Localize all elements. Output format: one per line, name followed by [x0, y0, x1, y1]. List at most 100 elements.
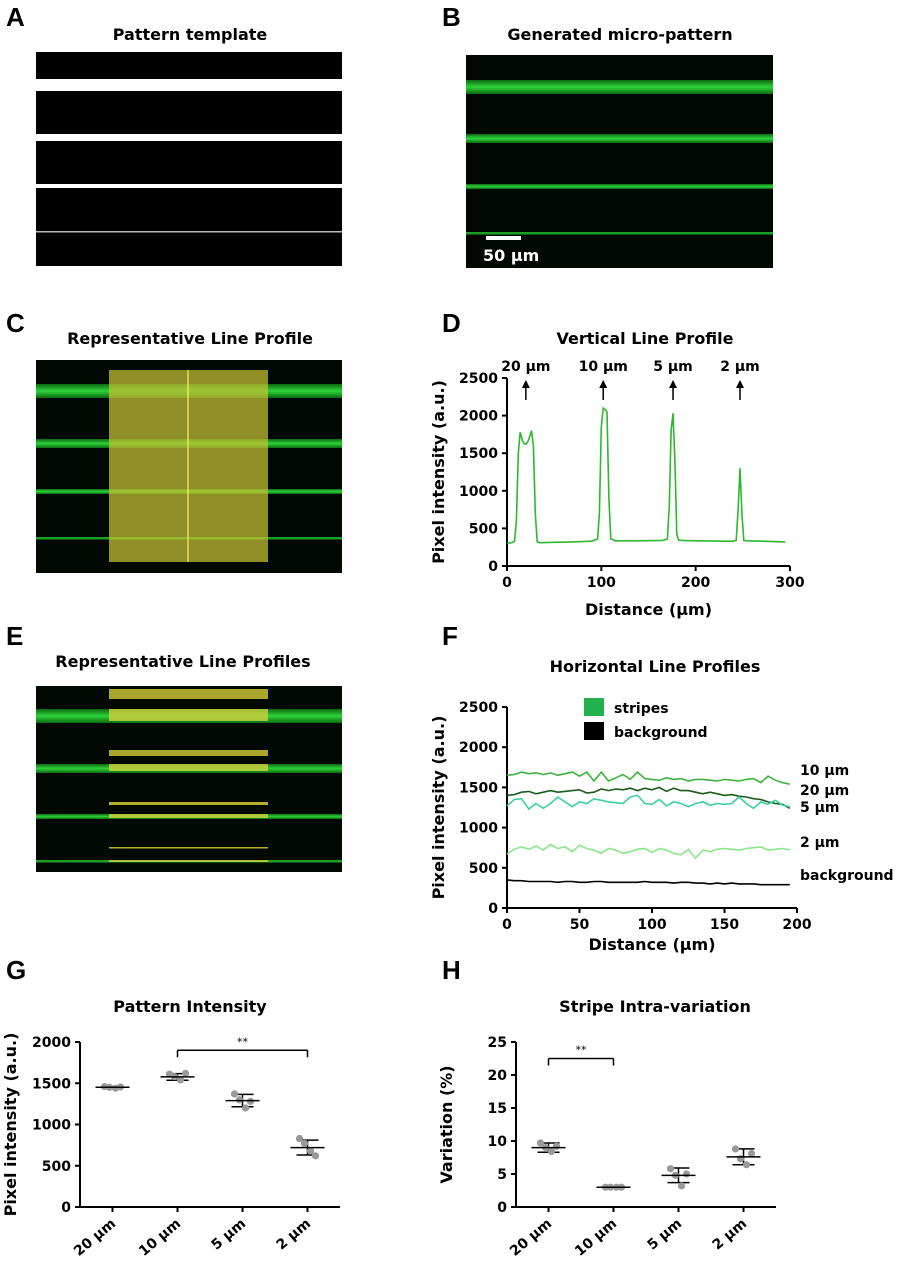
- x-tick-label: 150: [710, 917, 739, 933]
- roi-stripe-2: [109, 860, 268, 862]
- peak-label: 2 µm: [720, 359, 760, 375]
- panel-a-title: Pattern template: [113, 25, 268, 44]
- scale-bar-label: 50 µm: [483, 246, 539, 265]
- roi-stripe-10: [109, 764, 268, 771]
- x-axis-label: Distance (µm): [588, 935, 715, 954]
- y-tick-label: 1500: [459, 446, 498, 462]
- series-line: [506, 794, 790, 811]
- y-tick-label: 500: [469, 861, 498, 877]
- pattern-template-image: [36, 52, 342, 266]
- y-tick-label: 2500: [459, 371, 498, 387]
- vertical-profile-chart: Vertical Line Profile0500100015002000250…: [429, 329, 805, 619]
- data-point: [742, 1161, 751, 1169]
- x-axis-label: Distance (µm): [585, 600, 712, 619]
- data-point: [300, 1139, 309, 1148]
- significance-label: **: [237, 1035, 249, 1048]
- peak-arrow-head: [736, 380, 745, 388]
- y-tick-label: 500: [469, 521, 498, 537]
- pattern-stripe-5: [466, 184, 773, 189]
- roi-bg-10: [109, 750, 268, 756]
- legend-swatch: [584, 722, 604, 740]
- data-point: [552, 1142, 561, 1150]
- roi-stripe-20: [109, 709, 268, 721]
- micro-pattern-image: 50 µm: [466, 55, 773, 268]
- x-tick-label: 5 µm: [645, 1216, 686, 1254]
- y-tick-label: 1000: [459, 484, 498, 500]
- line-profile-image: [36, 360, 342, 573]
- peak-label: 5 µm: [653, 359, 693, 375]
- x-tick-label: 2 µm: [710, 1216, 751, 1254]
- x-tick-label: 0: [502, 917, 512, 933]
- series-line: [506, 843, 790, 860]
- y-tick-label: 0: [488, 559, 498, 575]
- template-stripe-5: [36, 184, 342, 188]
- y-tick-label: 1500: [32, 1076, 71, 1092]
- chart-title: Pattern Intensity: [113, 997, 267, 1016]
- series-end-label: 20 µm: [800, 783, 849, 799]
- profile-line-series: [506, 406, 786, 545]
- x-tick-label: 50: [570, 917, 590, 933]
- x-tick-label: 20 µm: [71, 1216, 119, 1260]
- panel-label-b: B: [442, 2, 461, 32]
- x-tick-label: 0: [502, 575, 512, 591]
- series-end-label: 5 µm: [800, 800, 840, 816]
- legend-label: stripes: [614, 701, 669, 717]
- peak-label: 20 µm: [501, 359, 550, 375]
- data-point: [677, 1182, 686, 1190]
- legend-swatch: [584, 698, 604, 716]
- panel-e-title: Representative Line Profiles: [55, 652, 310, 671]
- y-tick-label: 15: [488, 1101, 507, 1117]
- roi-stripe-5: [109, 814, 268, 818]
- y-axis-label: Pixel intensity (a.u.): [429, 380, 448, 564]
- pattern-stripe-10: [466, 134, 773, 143]
- line-profiles-image: [36, 686, 342, 872]
- panel-label-f: F: [442, 621, 458, 651]
- x-tick-label: 200: [681, 575, 710, 591]
- pattern-stripe-20: [466, 80, 773, 94]
- data-point: [731, 1145, 740, 1153]
- y-tick-label: 25: [488, 1035, 507, 1051]
- roi-bg-5: [109, 802, 268, 805]
- y-tick-label: 2000: [459, 409, 498, 425]
- data-point: [666, 1165, 675, 1173]
- panel-label-c: C: [6, 308, 25, 338]
- data-point: [176, 1076, 185, 1084]
- y-axis-label: Variation (%): [437, 1065, 456, 1183]
- data-point: [241, 1104, 250, 1112]
- legend-label: background: [614, 725, 708, 741]
- y-tick-label: 0: [497, 1200, 507, 1216]
- roi-bg-2: [109, 847, 268, 849]
- pattern-stripe-2: [466, 232, 773, 235]
- chart-title: Stripe Intra-variation: [559, 997, 751, 1016]
- panel-b-title: Generated micro-pattern: [507, 25, 732, 44]
- y-tick-label: 2000: [32, 1035, 71, 1051]
- y-tick-label: 2500: [459, 700, 498, 716]
- panel-label-e: E: [6, 621, 23, 651]
- panel-c-title: Representative Line Profile: [67, 329, 313, 348]
- data-point: [181, 1069, 190, 1077]
- y-tick-label: 5: [497, 1167, 507, 1183]
- x-tick-label: 5 µm: [209, 1216, 250, 1254]
- significance-label: **: [576, 1044, 588, 1057]
- y-tick-label: 20: [488, 1068, 508, 1084]
- series-line: [506, 770, 790, 785]
- data-point: [230, 1090, 239, 1098]
- data-point: [235, 1096, 244, 1104]
- y-tick-label: 500: [42, 1159, 71, 1175]
- chart-d-title: Vertical Line Profile: [556, 329, 733, 348]
- peak-arrow-head: [599, 380, 608, 388]
- series-line: [506, 879, 790, 886]
- x-tick-label: 300: [775, 575, 804, 591]
- x-tick-label: 100: [637, 917, 666, 933]
- series-end-label: 10 µm: [800, 763, 849, 779]
- y-tick-label: 0: [488, 901, 498, 917]
- panel-label-a: A: [6, 2, 25, 32]
- template-stripe-20: [36, 79, 342, 91]
- y-tick-label: 1500: [459, 780, 498, 796]
- y-axis-label: Pixel intensity (a.u.): [1, 1033, 20, 1217]
- data-point: [295, 1134, 304, 1143]
- pattern-intensity-chart: Pattern Intensity 0 500 1000 1500 2000 Pixel i…: [1, 997, 340, 1260]
- template-stripe-2: [36, 231, 342, 233]
- data-point: [536, 1139, 545, 1147]
